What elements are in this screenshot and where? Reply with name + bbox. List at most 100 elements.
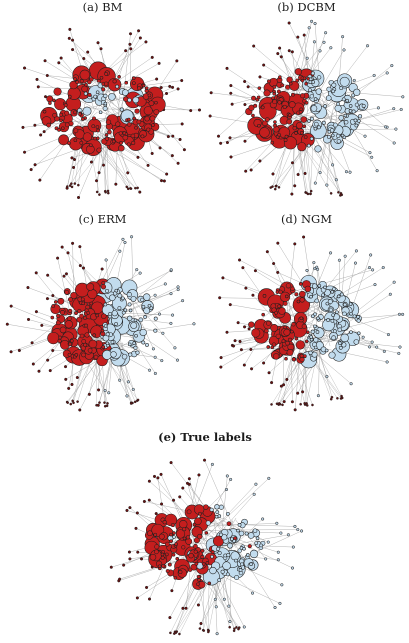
peripheral-node: [129, 47, 133, 51]
peripheral-node: [305, 268, 309, 272]
peripheral-node: [277, 402, 281, 405]
peripheral-node: [401, 95, 405, 99]
peripheral-node: [353, 261, 358, 265]
panel-title-bm: (a) BM: [82, 0, 123, 14]
core-node: [122, 134, 129, 141]
peripheral-node: [254, 482, 258, 486]
peripheral-node: [279, 384, 283, 388]
peripheral-node: [128, 506, 132, 510]
peripheral-node: [45, 73, 49, 78]
core-node: [182, 536, 187, 541]
peripheral-node: [118, 577, 122, 581]
core-node: [294, 292, 299, 297]
core-node: [338, 345, 343, 350]
core-node: [271, 342, 277, 347]
peripheral-node: [9, 304, 13, 308]
peripheral-node: [382, 349, 386, 353]
peripheral-node: [342, 48, 346, 52]
core-node: [354, 102, 359, 107]
peripheral-node: [103, 404, 107, 408]
core-node: [96, 128, 100, 133]
core-node: [339, 292, 344, 297]
peripheral-node: [157, 61, 161, 65]
peripheral-node: [139, 557, 144, 561]
core-node: [242, 547, 246, 551]
peripheral-node: [106, 191, 110, 195]
core-node: [262, 294, 267, 298]
core-node: [292, 125, 297, 131]
peripheral-node: [30, 341, 34, 345]
core-node: [53, 87, 62, 96]
core-node: [169, 532, 173, 537]
core-node: [263, 89, 271, 97]
peripheral-node: [172, 498, 176, 502]
core-node: [255, 97, 260, 102]
peripheral-node: [125, 394, 129, 398]
core-node: [272, 353, 280, 360]
peripheral-node: [197, 108, 202, 112]
edge: [193, 559, 209, 633]
peripheral-node: [375, 345, 379, 349]
peripheral-node: [138, 36, 142, 40]
peripheral-node: [33, 123, 37, 127]
core-node: [95, 90, 100, 94]
peripheral-node: [26, 317, 31, 321]
core-node: [197, 578, 201, 582]
core-node: [217, 551, 222, 555]
peripheral-node: [17, 348, 21, 353]
core-node: [153, 328, 158, 333]
edge: [105, 125, 138, 189]
peripheral-node: [229, 91, 233, 95]
core-node: [311, 314, 315, 319]
peripheral-node-layer: [208, 19, 405, 197]
edge: [250, 339, 341, 350]
core-node: [46, 122, 52, 128]
peripheral-node: [34, 271, 38, 275]
core-node: [127, 117, 131, 122]
peripheral-node: [122, 563, 126, 567]
core-node: [101, 313, 107, 319]
peripheral-node: [233, 627, 236, 631]
peripheral-node: [278, 601, 282, 605]
core-node: [297, 142, 307, 152]
peripheral-node: [103, 401, 106, 404]
core-node: [317, 75, 322, 80]
peripheral-node: [33, 163, 37, 167]
edge: [133, 300, 176, 349]
core-node: [284, 294, 289, 299]
peripheral-node: [37, 369, 41, 373]
peripheral-node: [230, 102, 234, 106]
peripheral-node: [43, 95, 48, 99]
peripheral-node: [70, 382, 74, 387]
peripheral-node: [339, 397, 343, 400]
peripheral-node: [66, 251, 70, 255]
core-node: [178, 569, 183, 575]
peripheral-node: [276, 550, 280, 554]
peripheral-node: [178, 495, 182, 499]
core-node: [196, 582, 200, 587]
core-node: [117, 75, 121, 79]
core-node: [331, 133, 335, 138]
core-node: [172, 531, 176, 535]
core-node: [348, 104, 353, 108]
core-node: [313, 337, 319, 343]
core-node: [115, 84, 119, 89]
core-node: [240, 562, 244, 567]
peripheral-node: [275, 521, 279, 525]
core-node: [283, 325, 287, 330]
panel-title-erm: (c) ERM: [78, 212, 127, 226]
core-node: [196, 574, 201, 579]
peripheral-node: [267, 371, 271, 375]
core-node: [313, 97, 318, 101]
core-node: [64, 320, 73, 329]
core-node: [307, 119, 311, 123]
peripheral-node: [192, 322, 196, 326]
peripheral-node: [35, 77, 39, 81]
core-node: [42, 109, 47, 114]
peripheral-node: [247, 327, 251, 331]
core-node: [151, 123, 155, 127]
peripheral-node: [150, 55, 154, 59]
core-node: [198, 511, 202, 516]
core-node: [101, 87, 106, 92]
peripheral-node: [70, 182, 73, 185]
